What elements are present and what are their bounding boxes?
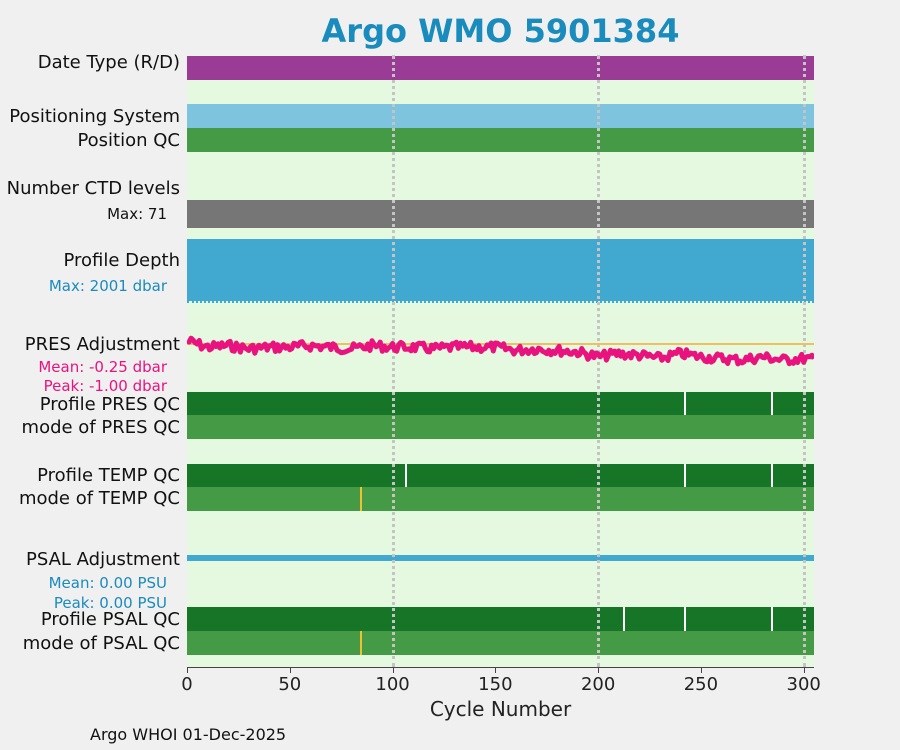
pres-peak-text: Peak: -1.00 dbar (43, 377, 167, 395)
label-mode-psal-qc: mode of PSAL QC (22, 633, 180, 654)
label-psal-adjustment: PSAL Adjustment (25, 549, 180, 570)
qc-marker (684, 464, 687, 487)
plot-area (187, 55, 814, 667)
qc-marker (404, 464, 407, 487)
profile-psal-qc-band (187, 607, 814, 631)
label-positioning-system: Positioning System (9, 106, 180, 127)
depth-max-text: Max: 2001 dbar (48, 277, 167, 295)
ctd-levels-band (187, 200, 814, 228)
x-tick-label: 50 (278, 674, 302, 695)
label-pres-adjustment: PRES Adjustment (24, 334, 180, 355)
grid-line (391, 55, 395, 667)
position-qc-band (187, 128, 814, 152)
profile-depth-band (187, 239, 814, 301)
x-tick (187, 667, 188, 673)
x-tick-label: 200 (580, 674, 616, 695)
x-tick-label: 0 (181, 674, 193, 695)
x-tick (495, 667, 497, 673)
x-tick (803, 667, 805, 673)
x-axis-line (187, 667, 814, 668)
chart-title: Argo WMO 5901384 (321, 12, 680, 50)
qc-marker (770, 607, 773, 631)
mode-pres-qc-band (187, 415, 814, 439)
label-number-ctd-levels: Number CTD levels (6, 178, 180, 199)
positioning-system-band (187, 104, 814, 128)
qc-marker (684, 392, 687, 415)
ctd-max-text: Max: 71 (107, 205, 167, 223)
x-tick (289, 667, 291, 673)
pres-mean-text: Mean: -0.25 dbar (38, 358, 167, 376)
x-tick (598, 667, 600, 673)
label-profile-depth: Profile Depth (63, 250, 180, 271)
label-mode-temp-qc: mode of TEMP QC (18, 488, 180, 509)
pres-adjustment-series (187, 335, 814, 367)
profile-pres-qc-band (187, 392, 814, 415)
x-tick-label: 150 (478, 674, 513, 695)
footer-text: Argo WHOI 01-Dec-2025 (90, 725, 287, 744)
profile-temp-qc-band (187, 464, 814, 487)
profile-depth-edge (187, 301, 814, 305)
qc-marker (359, 487, 362, 511)
x-tick (700, 667, 702, 673)
x-tick-label: 100 (375, 674, 410, 695)
mode-psal-qc-band (187, 631, 814, 655)
label-mode-pres-qc: mode of PRES QC (21, 417, 180, 438)
label-profile-pres-qc: Profile PRES QC (39, 394, 180, 415)
label-profile-temp-qc: Profile TEMP QC (37, 465, 180, 486)
psal-adjustment-line (187, 555, 814, 561)
label-profile-psal-qc: Profile PSAL QC (40, 609, 180, 630)
psal-peak-text: Peak: 0.00 PSU (53, 594, 167, 612)
x-tick-label: 300 (786, 674, 821, 695)
pres-adjustment-chart (187, 335, 814, 367)
psal-mean-text: Mean: 0.00 PSU (48, 574, 167, 592)
x-tick-label: 250 (683, 674, 719, 695)
mode-temp-qc-band (187, 487, 814, 511)
grid-line (597, 55, 601, 667)
qc-marker (770, 464, 773, 487)
qc-marker (359, 631, 362, 655)
qc-marker (622, 607, 625, 631)
x-tick (392, 667, 394, 673)
qc-marker (770, 392, 773, 415)
qc-marker (684, 607, 687, 631)
label-date-type: Date Type (R/D) (37, 52, 180, 73)
label-position-qc: Position QC (77, 130, 180, 151)
date-type-band (187, 56, 814, 80)
x-axis-label: Cycle Number (429, 697, 572, 721)
